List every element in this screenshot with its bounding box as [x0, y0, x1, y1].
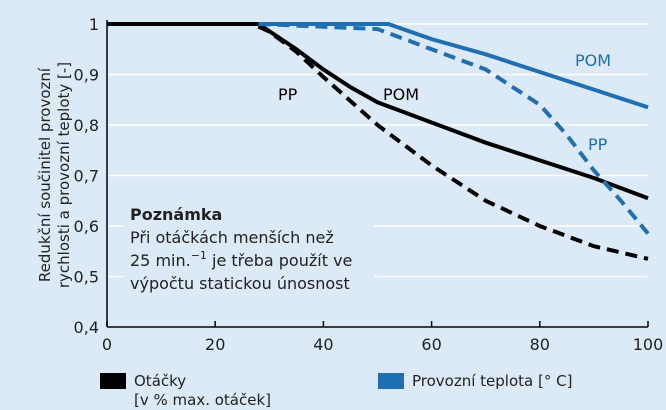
- note-line: 25 min.−1 je třeba použít ve: [130, 249, 352, 270]
- legend-swatch: [100, 373, 126, 389]
- y-tick-label: 0,7: [74, 167, 99, 186]
- series-line: [107, 22, 649, 261]
- series-label: POM: [575, 51, 611, 70]
- lines: [107, 22, 650, 261]
- note-text: je třeba použít ve: [207, 251, 352, 270]
- y-tick-label: 0,6: [74, 217, 99, 236]
- note-text: 25 min.: [130, 251, 191, 270]
- x-tick-label: 20: [205, 335, 225, 354]
- y-tick-label: 0,8: [74, 116, 99, 135]
- note-box: [124, 200, 374, 296]
- note-sup: −1: [191, 249, 207, 262]
- legend-swatch: [378, 373, 404, 389]
- series-label: PP: [278, 85, 298, 104]
- x-tick-label: 0: [102, 335, 112, 354]
- series-line: [258, 22, 649, 110]
- y-tick-label: 1: [89, 15, 99, 34]
- y-tick-label: 0,4: [74, 318, 99, 337]
- note-title: Poznámka: [130, 205, 222, 224]
- y-tick-label: 0,9: [74, 66, 99, 85]
- series-line: [107, 22, 649, 201]
- y-axis-label: rychlosti a provozní teploty [-]: [55, 62, 73, 288]
- y-tick-label: 0,5: [74, 268, 99, 287]
- y-axis-label: Redukční součinitel provozní: [36, 67, 54, 282]
- x-tick-label: 60: [421, 335, 441, 354]
- x-tick-label: 40: [313, 335, 333, 354]
- legend-label: Otáčky: [134, 372, 186, 390]
- legend-label: Provozní teplota [° C]: [412, 372, 572, 390]
- x-tick-label: 100: [633, 335, 664, 354]
- x-tick-label: 80: [530, 335, 550, 354]
- series-line: [258, 22, 650, 235]
- note-line: výpočtu statickou únosnost: [130, 274, 350, 293]
- series-label: POM: [383, 85, 419, 104]
- legend-label: [v % max. otáček]: [134, 391, 271, 409]
- overlay: 0,4 0,5 0,6 0,7 0,8 0,9 1 0 20 40 60 80 100 POM PP POM P…: [74, 15, 664, 409]
- series-label: PP: [588, 135, 608, 154]
- note-line: Při otáčkách menších než: [130, 228, 334, 247]
